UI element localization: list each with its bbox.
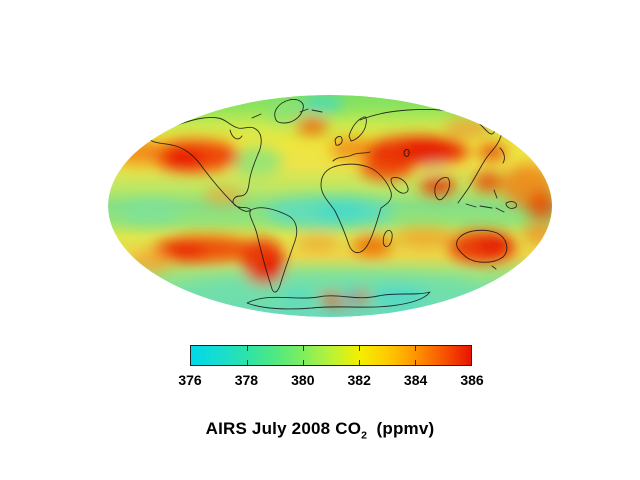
anomaly-japan-red (478, 144, 506, 160)
colorbar-tick-label: 378 (234, 372, 259, 388)
colorbar-tick-label: 380 (291, 372, 315, 388)
anomaly-mexico-orange (204, 187, 244, 205)
anomaly-australia-core (478, 236, 510, 254)
anomaly-antarctic-red-1 (321, 292, 339, 306)
anomaly-east-canada-green (230, 147, 282, 177)
title-subscript: 2 (361, 429, 368, 442)
colorbar-tick (247, 360, 248, 365)
coastline-madagascar (382, 229, 393, 247)
coastline-caspian (403, 149, 410, 157)
coastline-africa (320, 163, 392, 254)
coastline-new-guinea (505, 201, 517, 209)
anomaly-rim-sw-orange (130, 250, 170, 274)
colorbar-labels: 376 378 380 382 384 386 (178, 372, 483, 388)
anomaly-siberia-orange (444, 119, 492, 137)
anomaly-antarctic-cool-right (368, 288, 428, 304)
coastline-arabia (390, 177, 409, 194)
colorbar-tick-label: 384 (403, 372, 428, 388)
colorbar-tick (359, 346, 360, 351)
coastline-australia (456, 229, 508, 263)
colorbar-tick (415, 346, 416, 351)
coastline-india (434, 177, 451, 201)
coastline-arctic-islands (251, 108, 323, 119)
anomaly-india-red (420, 177, 456, 195)
colorbar-tick (359, 360, 360, 365)
colorbar (190, 345, 472, 366)
coastline-south-america (249, 207, 298, 293)
colorbar-tick (247, 346, 248, 351)
colorbar-tick-label: 386 (460, 372, 484, 388)
anomaly-antarctic-cool-left (282, 291, 314, 303)
anomaly-antarctic-red-3 (338, 298, 350, 308)
anomaly-satlantic-orange (296, 234, 340, 252)
anomaly-eq-pacific-green (120, 200, 180, 224)
anomaly-sindian-orange (394, 228, 454, 248)
coastline-hudson-bay (229, 129, 243, 140)
anomaly-arctic-cool (300, 97, 344, 111)
anomaly-greenland-green (267, 103, 303, 121)
colorbar-tick-label: 382 (347, 372, 371, 388)
title-main: AIRS July 2008 CO (205, 419, 362, 438)
anomaly-antarctic-red-2 (354, 291, 370, 303)
title-units: (ppmv) (376, 419, 435, 438)
anomaly-centralasia-core (402, 140, 454, 158)
coastline-antarctica (246, 291, 431, 310)
coastline-japan (499, 147, 505, 164)
colorbar-tick (303, 360, 304, 365)
figure-title: AIRS July 2008 CO2 (ppmv) (0, 419, 640, 441)
coastline-british-isles (334, 136, 343, 146)
anomaly-rim-east-red (527, 192, 552, 220)
anomaly-rim-nw-orange (112, 139, 164, 165)
coastline-europe-mediterranean (332, 151, 371, 162)
colorbar-tick (415, 360, 416, 365)
coastline-north-america (149, 117, 262, 212)
anomaly-npacific-core (163, 150, 203, 168)
coastline-scandinavia (348, 116, 367, 142)
anomaly-natlantic-orange (296, 117, 328, 135)
anomaly-eq-atlantic-core (316, 203, 368, 219)
anomaly-spacific-core (160, 243, 206, 261)
colorbar-tick-label: 376 (178, 372, 202, 388)
anomaly-seasia-red (473, 172, 503, 192)
coastline-indonesia (465, 189, 505, 213)
coastline-greenland (274, 99, 304, 124)
anomaly-rim-se-orange (522, 223, 552, 245)
colorbar-tick (303, 346, 304, 351)
